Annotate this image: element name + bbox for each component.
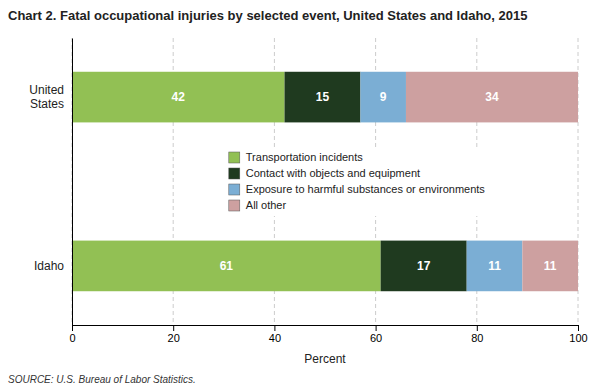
x-axis-line: [73, 326, 579, 332]
y-tick-label: Idaho: [34, 259, 64, 273]
legend-label: Transportation incidents: [246, 151, 363, 163]
x-tick: 20: [168, 325, 180, 344]
title: Chart 2. Fatal occupational injuries by …: [8, 8, 527, 23]
x-axis: 0 20 40 60 80 100: [69, 325, 587, 344]
legend-label: All other: [246, 199, 287, 211]
data-label: 17: [417, 259, 431, 273]
x-tick-mark: [477, 325, 478, 331]
x-tick-mark: [173, 325, 174, 331]
legend-swatch: [229, 152, 240, 163]
data-label: 9: [380, 90, 387, 104]
y-tick: Idaho: [34, 259, 72, 273]
source-note: SOURCE: U.S. Bureau of Labor Statistics.: [8, 374, 196, 385]
legend-label: Contact with objects and equipment: [246, 167, 420, 179]
bars: [72, 72, 578, 291]
x-tick-label: 60: [370, 332, 382, 344]
y-tick-label: UnitedStates: [29, 83, 64, 111]
x-axis-title: Percent: [304, 352, 346, 366]
data-label: 11: [488, 259, 501, 273]
legend-item: Contact with objects and equipment: [229, 167, 420, 179]
y-axis-line: [72, 39, 73, 326]
data-label: 15: [316, 90, 330, 104]
data-label: 42: [172, 90, 186, 104]
x-tick-mark: [274, 325, 275, 331]
legend-swatch: [229, 168, 240, 179]
bar-segment: [381, 241, 467, 292]
bar-segment: [72, 241, 381, 292]
x-tick-label: 20: [168, 332, 180, 344]
bar-segment: [72, 72, 285, 123]
legend-item: Exposure to harmful substances or enviro…: [229, 183, 486, 195]
x-tick-mark: [578, 325, 579, 331]
x-tick-mark: [72, 325, 73, 331]
legend-item: All other: [229, 199, 287, 211]
x-tick: 80: [471, 325, 483, 344]
y-tick: UnitedStates: [29, 83, 72, 111]
chart: Chart 2. Fatal occupational injuries by …: [0, 0, 600, 389]
x-tick-label: 40: [269, 332, 281, 344]
data-label: 11: [544, 259, 557, 273]
bar-segment: [360, 72, 406, 123]
legend: Transportation incidents Contact with obj…: [224, 147, 490, 216]
x-tick-label: 0: [69, 332, 75, 344]
x-tick: 100: [569, 325, 587, 344]
grid: [72, 38, 578, 325]
bar-segment: [467, 241, 523, 292]
bar-segment: [285, 72, 361, 123]
x-tick-label: 80: [471, 332, 483, 344]
bar-segment: [522, 241, 578, 292]
plot: 61 42 17 15 11 9 11 34 0 20 40 60 80 100 Idaho UnitedSt…: [29, 38, 587, 344]
bar-segment: [406, 72, 578, 123]
data-label: 61: [220, 259, 234, 273]
legend-swatch: [229, 184, 240, 195]
x-tick: 60: [370, 325, 382, 344]
grid-line: [72, 38, 73, 325]
data-label: 34: [485, 90, 499, 104]
x-tick-label: 100: [569, 332, 587, 344]
legend-background: [224, 147, 490, 216]
legend-swatch: [229, 200, 240, 211]
legend-label: Exposure to harmful substances or enviro…: [246, 183, 486, 195]
legend-item: Transportation incidents: [229, 151, 363, 163]
x-tick: 0: [69, 325, 75, 344]
x-tick: 40: [269, 325, 281, 344]
data-labels: 61 42 17 15 11 9 11 34: [172, 90, 557, 273]
y-axis: Idaho UnitedStates: [29, 39, 72, 326]
x-tick-mark: [376, 325, 377, 331]
